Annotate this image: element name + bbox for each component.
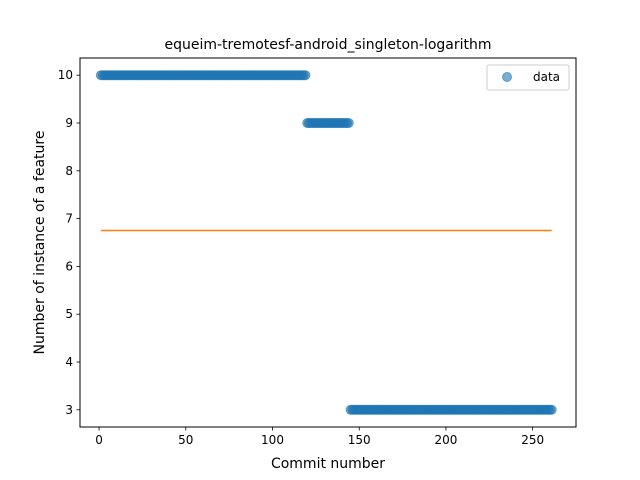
x-tick-label: 50	[178, 433, 193, 447]
plot-area	[95, 70, 557, 415]
y-tick-label: 10	[58, 68, 73, 82]
y-tick-label: 8	[65, 164, 73, 178]
y-axis-label: Number of instance of a feature	[32, 131, 48, 355]
y-axis: 3 4 5 6 7 8 9 10	[58, 68, 80, 417]
x-axis: 0 50 100 150 200 250	[95, 427, 544, 447]
data-point	[343, 118, 354, 129]
series-data	[95, 70, 557, 415]
legend-label-data: data	[533, 70, 560, 84]
x-tick-label: 100	[261, 433, 284, 447]
legend-marker-data	[502, 72, 512, 82]
data-point	[300, 70, 311, 81]
y-tick-label: 6	[65, 259, 73, 273]
x-tick-label: 250	[521, 433, 544, 447]
legend: data	[486, 64, 570, 91]
y-tick-label: 7	[65, 212, 73, 226]
data-point	[546, 404, 557, 415]
y-tick-label: 5	[65, 307, 73, 321]
y-tick-label: 3	[65, 403, 73, 417]
x-tick-label: 0	[95, 433, 103, 447]
y-tick-label: 4	[65, 355, 73, 369]
plot-frame	[79, 57, 577, 428]
chart-title: equeim-tremotesf-android_singleton-logar…	[164, 37, 491, 53]
y-tick-label: 9	[65, 116, 73, 130]
x-tick-label: 200	[434, 433, 457, 447]
legend-box	[486, 64, 570, 91]
x-axis-label: Commit number	[271, 456, 385, 472]
x-tick-label: 150	[348, 433, 371, 447]
